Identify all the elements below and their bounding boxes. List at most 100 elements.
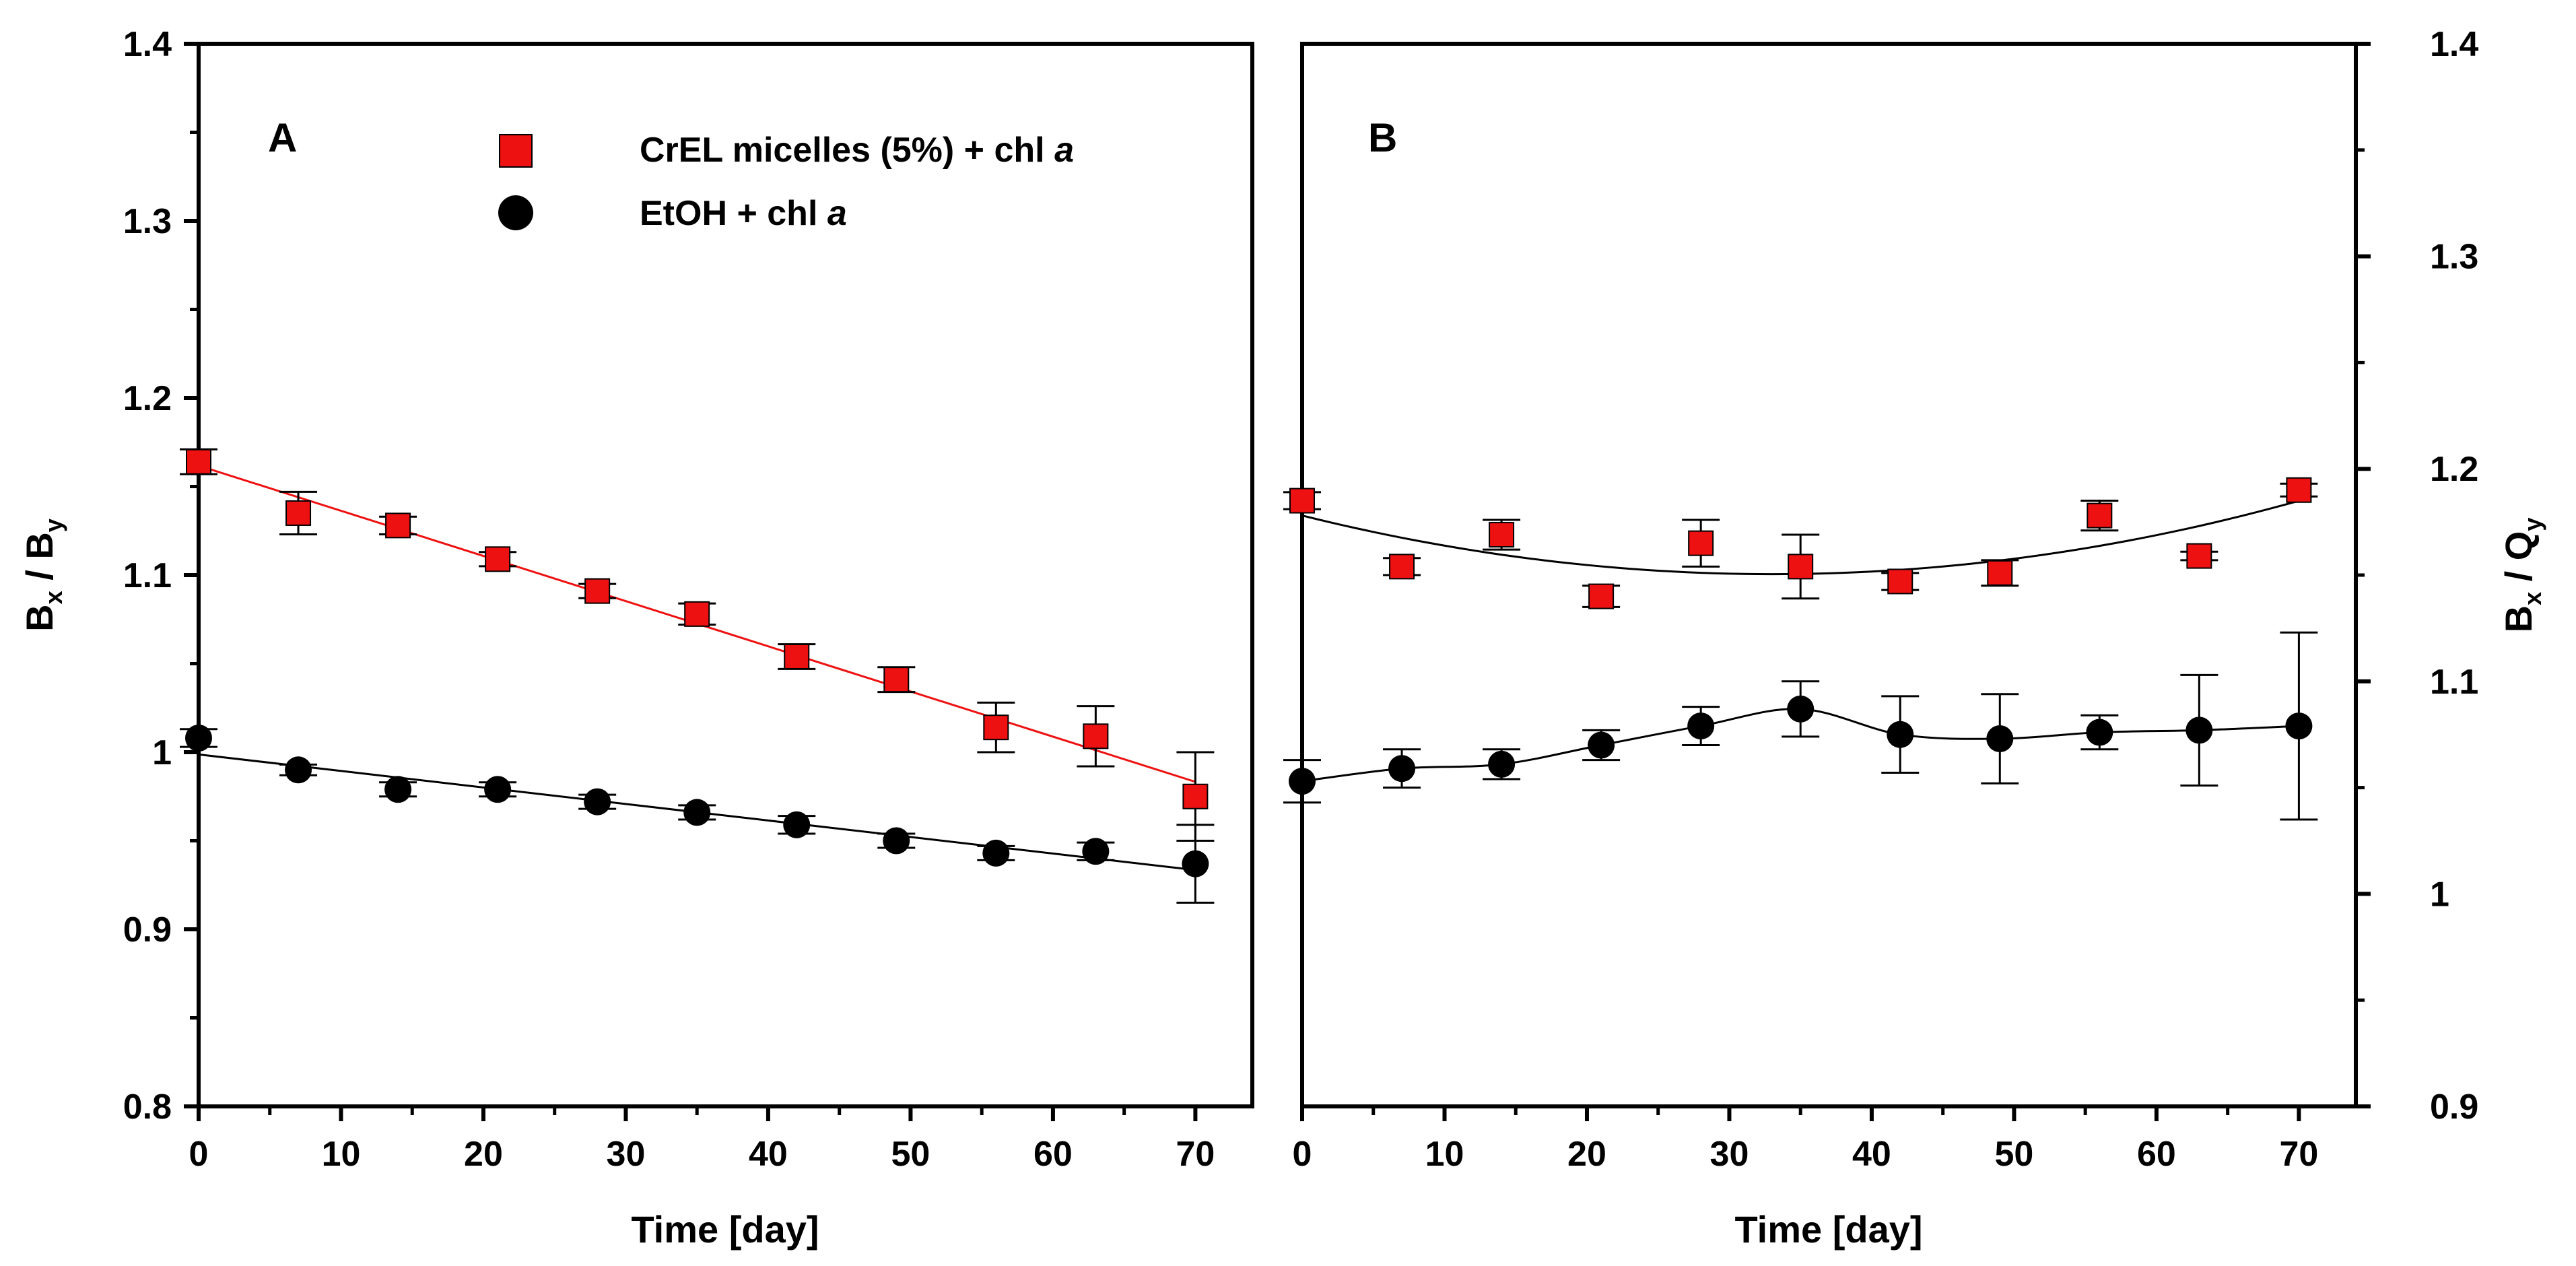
panel-b-point-etoh (1289, 768, 1316, 795)
panel-b-point-etoh (1588, 731, 1615, 759)
panel-a-ylabel-mid: / B (18, 532, 61, 591)
panel-a-point-etoh (982, 839, 1010, 867)
panel-b-point-etoh (2285, 712, 2313, 740)
panel-b-ticks: 0 10 20 30 40 50 60 70 0.9 1 1.1 1.2 1.3 1.4 (1293, 25, 2479, 1174)
panel-b-point-etoh (1787, 695, 1815, 723)
panel-b-ylabel-sub1: x (2519, 592, 2546, 605)
panel-a-ytick-label: 1.1 (123, 556, 172, 595)
panel-a-xtick-label: 30 (607, 1135, 646, 1174)
panel-a-point-crel (784, 643, 810, 669)
panel-b-point-crel (1887, 568, 1913, 595)
panel-a-point-crel (186, 448, 211, 475)
panel-a-point-crel (485, 546, 511, 572)
panel-a: 0 10 20 30 40 50 60 70 0.8 0.9 1 1.1 1.2 1.3 1.4 A Tim… (18, 25, 1254, 1251)
panel-a-xlabel: Time [day] (631, 1208, 819, 1251)
panel-b-xtick-label: 60 (2137, 1135, 2176, 1174)
panel-b-xtick-label: 10 (1425, 1135, 1464, 1174)
panel-a-xtick-label: 20 (464, 1135, 503, 1174)
panel-a-xtick-label: 60 (1033, 1135, 1073, 1174)
panel-a-point-etoh (783, 811, 811, 838)
panel-b-xtick-label: 70 (2279, 1135, 2318, 1174)
panel-b-point-crel (2286, 477, 2312, 503)
panel-a-point-crel (285, 500, 312, 526)
panel-b-ytick-label: 1 (2430, 875, 2449, 914)
panel-a-point-etoh (484, 776, 512, 803)
panel-a-ylabel-sub2: y (40, 519, 67, 532)
panel-a-point-etoh (683, 799, 711, 826)
panel-b-ytick-label: 1.4 (2430, 25, 2478, 64)
panel-a-point-etoh (384, 776, 412, 803)
panel-b-xlabel: Time [day] (1734, 1208, 1922, 1251)
panel-a-ytick-label: 1.4 (123, 25, 172, 64)
legend-label-crel: CrEL micelles (5%) + chl a (640, 131, 1074, 170)
panel-b-point-crel (1688, 530, 1714, 556)
panel-a-point-etoh (285, 756, 312, 784)
legend-label-crel-text: CrEL micelles (5%) + chl (640, 131, 1054, 170)
panel-b-point-crel (1987, 560, 2013, 586)
panel-b-point-etoh (1488, 750, 1516, 778)
panel-b-point-crel (1289, 488, 1315, 514)
panel-b-frame (1300, 42, 2358, 1108)
panel-b-point-etoh (1687, 712, 1715, 740)
panel-a-xtick-label: 40 (749, 1135, 788, 1174)
panel-b-point-crel (1788, 554, 1814, 580)
panel-a-point-crel (983, 714, 1009, 741)
panel-a-ylabel-main: B (18, 604, 61, 631)
legend-label-crel-italic: a (1054, 131, 1074, 170)
panel-b-ylabel: Bx / Qy (2497, 518, 2546, 633)
panel-a-point-crel (584, 578, 611, 604)
panel-a-point-crel (1182, 783, 1209, 809)
legend-marker-etoh (498, 195, 533, 230)
panel-a-marks (180, 448, 1215, 904)
panel-a-ytick-label: 1 (152, 733, 172, 772)
panel-a-ylabel-sub1: x (40, 591, 67, 604)
panel-b-point-etoh (1887, 721, 1914, 748)
panel-b-ytick-label: 0.9 (2430, 1088, 2478, 1127)
panel-b-ytick-label: 1.3 (2430, 238, 2478, 277)
panel-a-ytick-label: 1.3 (123, 202, 172, 241)
panel-b-ylabel-main: B (2497, 605, 2540, 632)
panel-b-ylabel-sub2: y (2519, 518, 2546, 531)
panel-b-ytick-label: 1.2 (2430, 450, 2478, 489)
panel-b: 0 10 20 30 40 50 60 70 0.9 1 1.1 1.2 1.3 1.4 B Time [… (1283, 25, 2546, 1251)
panel-b-xtick-label: 50 (1995, 1135, 2034, 1174)
panel-a-point-etoh (883, 827, 910, 855)
panel-a-point-etoh (1182, 850, 1209, 877)
panel-a-point-crel (1083, 723, 1109, 749)
panel-b-xtick-label: 0 (1293, 1135, 1312, 1174)
panel-a-label: A (268, 115, 297, 160)
panel-b-point-crel (1389, 554, 1415, 580)
panel-b-label: B (1368, 115, 1397, 160)
legend-label-etoh-italic: a (827, 194, 847, 233)
panel-b-marks (1283, 477, 2318, 821)
panel-a-ytick-label: 0.9 (123, 910, 172, 950)
legend: CrEL micelles (5%) + chl a EtOH + chl a (498, 131, 1074, 233)
panel-a-point-etoh (185, 724, 212, 752)
legend-label-etoh-text: EtOH + chl (640, 194, 827, 233)
panel-a-xtick-label: 50 (891, 1135, 930, 1174)
panel-a-point-crel (385, 512, 411, 539)
panel-a-ytick-label: 0.8 (123, 1088, 172, 1127)
panel-a-xtick-label: 10 (322, 1135, 361, 1174)
panel-b-point-etoh (2185, 717, 2213, 744)
panel-a-ticks: 0 10 20 30 40 50 60 70 0.8 0.9 1 1.1 1.2 1.3 1.4 (123, 25, 1215, 1174)
panel-a-xtick-label: 70 (1176, 1135, 1215, 1174)
panel-b-point-crel (1489, 522, 1515, 548)
panel-b-point-crel (1588, 583, 1615, 609)
panel-b-ytick-label: 1.1 (2430, 663, 2478, 702)
panel-b-point-crel (2087, 502, 2113, 529)
panel-b-point-etoh (2086, 719, 2113, 746)
panel-a-xtick-label: 0 (189, 1135, 209, 1174)
panel-a-point-crel (684, 601, 710, 627)
legend-label-etoh: EtOH + chl a (640, 194, 847, 233)
panel-a-ytick-label: 1.2 (123, 379, 172, 418)
panel-b-point-etoh (1986, 725, 2014, 753)
panel-a-point-crel (883, 667, 910, 693)
panel-a-point-etoh (584, 788, 611, 815)
panel-b-ylabel-mid: / Q (2497, 531, 2540, 592)
panel-b-xtick-label: 20 (1567, 1135, 1606, 1174)
panel-a-ylabel: Bx / By (18, 519, 67, 632)
legend-marker-crel (499, 134, 533, 168)
panel-b-point-etoh (1388, 755, 1416, 782)
